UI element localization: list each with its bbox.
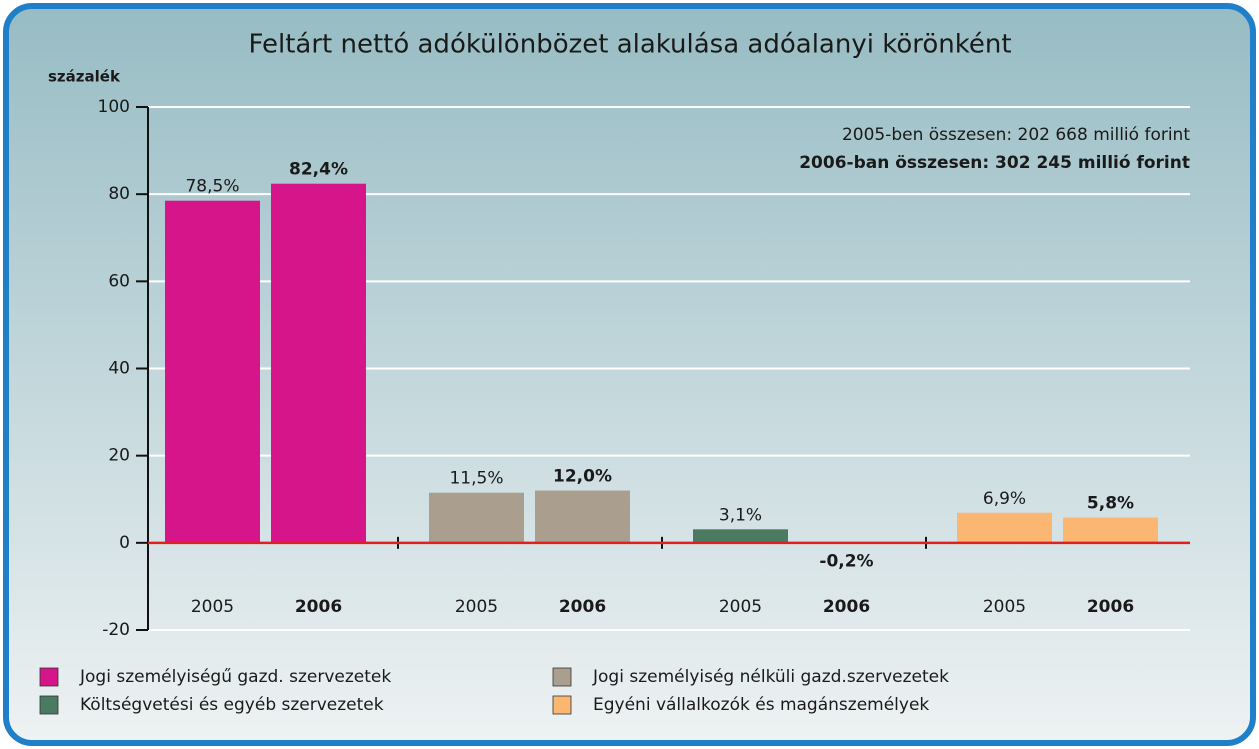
x-tick-label: 2006 — [559, 597, 606, 617]
bar — [429, 492, 524, 543]
annotation: 2006-ban összesen: 302 245 millió forint — [799, 153, 1190, 173]
bar — [165, 200, 260, 543]
chart-title: Feltárt nettó adókülönbözet alakulása ad… — [248, 30, 1011, 60]
value-label: 12,0% — [553, 467, 612, 487]
y-axis-label: százalék — [48, 68, 121, 86]
annotation: 2005-ben összesen: 202 668 millió forint — [842, 125, 1190, 145]
y-tick-label: 20 — [108, 446, 130, 466]
value-label: 78,5% — [185, 177, 239, 197]
value-label: 11,5% — [449, 469, 503, 489]
value-label: 5,8% — [1087, 494, 1134, 514]
y-tick-label: 40 — [108, 359, 130, 379]
x-tick-label: 2005 — [983, 597, 1026, 617]
y-tick-label: 100 — [98, 97, 130, 117]
x-tick-label: 2005 — [719, 597, 762, 617]
legend-label: Költségvetési és egyéb szervezetek — [80, 695, 384, 715]
x-tick-label: 2005 — [455, 597, 498, 617]
y-tick-label: 80 — [108, 184, 130, 204]
x-tick-label: 2006 — [1087, 597, 1134, 617]
value-label: 6,9% — [983, 489, 1026, 509]
bar — [535, 490, 630, 543]
legend-swatch — [39, 695, 59, 715]
bar — [1063, 517, 1158, 543]
x-tick-label: 2006 — [823, 597, 870, 617]
bar — [693, 529, 788, 543]
x-tick-label: 2006 — [295, 597, 342, 617]
y-tick-label: 0 — [119, 533, 130, 553]
value-label: -0,2% — [819, 552, 873, 572]
legend-swatch — [552, 667, 572, 687]
y-tick-label: 60 — [108, 271, 130, 291]
legend-swatch — [552, 695, 572, 715]
legend-swatch — [39, 667, 59, 687]
legend-label: Jogi személyiség nélküli gazd.szervezete… — [592, 667, 949, 687]
y-tick-label: -20 — [102, 620, 130, 640]
x-tick-label: 2005 — [191, 597, 234, 617]
legend-label: Jogi személyiségű gazd. szervezetek — [79, 667, 391, 687]
value-label: 82,4% — [289, 160, 348, 180]
bar — [957, 512, 1052, 543]
bar — [271, 183, 366, 543]
value-label: 3,1% — [719, 505, 762, 525]
legend-label: Egyéni vállalkozók és magánszemélyek — [593, 695, 929, 715]
